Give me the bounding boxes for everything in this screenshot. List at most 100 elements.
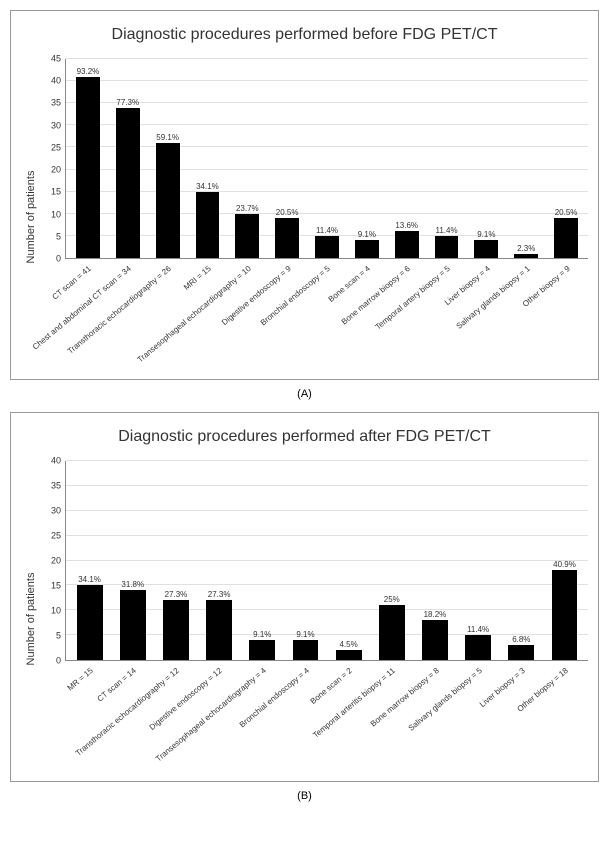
xtick: Bronchial endoscopy = 4 (283, 661, 326, 776)
bar-slot: 77.3% (108, 59, 148, 258)
bar-value-label: 9.1% (253, 630, 271, 639)
ytick: 35 (51, 99, 61, 108)
ytick: 0 (56, 657, 61, 666)
plot-area: 34.1% 31.8% 27.3% 27.3% 9.1% 9.1% (65, 461, 588, 661)
ytick: 35 (51, 482, 61, 491)
ylabel-wrap: Number of patients (21, 461, 41, 776)
bar-value-label: 9.1% (296, 630, 314, 639)
ytick: 25 (51, 532, 61, 541)
bar-slot: 20.5% (267, 59, 307, 258)
xtick: Temporal artery biopsy = 5 (426, 259, 466, 374)
bars-container: 93.2% 77.3% 59.1% 34.1% 23.7% 20.5% (66, 59, 588, 258)
bar-slot: 6.8% (500, 461, 543, 660)
xtick-label: CT scan = 41 (50, 264, 92, 302)
xtick: Other biopsy = 9 (546, 259, 586, 374)
bar-value-label: 34.1% (78, 575, 101, 584)
bar-value-label: 40.9% (553, 560, 576, 569)
xtick: MR = 15 (67, 661, 110, 776)
bar-slot: 27.3% (198, 461, 241, 660)
ytick: 5 (56, 632, 61, 641)
panel-label: (B) (10, 790, 599, 802)
bar-value-label: 27.3% (165, 590, 188, 599)
bar-value-label: 4.5% (340, 640, 358, 649)
bar-slot: 40.9% (543, 461, 586, 660)
bar (76, 77, 100, 258)
xtick: Other biopsy = 18 (543, 661, 586, 776)
bars-container: 34.1% 31.8% 27.3% 27.3% 9.1% 9.1% (66, 461, 588, 660)
ytick: 40 (51, 77, 61, 86)
xtick: Salivary glands biopsy = 5 (456, 661, 499, 776)
xtick: Salivary glands biopsy = 1 (506, 259, 546, 374)
bar-value-label: 34.1% (196, 182, 219, 191)
bar-slot: 11.4% (307, 59, 347, 258)
bar (116, 108, 140, 258)
bar-slot: 31.8% (111, 461, 154, 660)
ytick: 40 (51, 457, 61, 466)
bar-value-label: 18.2% (424, 610, 447, 619)
bar (514, 254, 538, 258)
ytick: 25 (51, 143, 61, 152)
bar-slot: 11.4% (427, 59, 467, 258)
bar-value-label: 9.1% (358, 230, 376, 239)
bar (120, 590, 146, 660)
bar (275, 218, 299, 258)
plot-column: 051015202530354045 93.2% 77.3% 59.1% 34.… (41, 59, 588, 374)
ytick: 15 (51, 188, 61, 197)
bar-slot: 23.7% (227, 59, 267, 258)
ylabel-wrap: Number of patients (21, 59, 41, 374)
bar (379, 605, 405, 660)
xtick: Transthoracic echocardiography = 26 (147, 259, 187, 374)
panel-label: (A) (10, 388, 599, 400)
x-axis: CT scan = 41 Chest and abdominal CT scan… (65, 259, 588, 374)
bar (465, 635, 491, 660)
bar-value-label: 77.3% (116, 98, 139, 107)
x-axis: MR = 15 CT scan = 14 Transthoracic echoc… (65, 661, 588, 776)
bar-slot: 59.1% (148, 59, 188, 258)
ytick: 0 (56, 255, 61, 264)
bar-value-label: 9.1% (477, 230, 495, 239)
bar-slot: 9.1% (284, 461, 327, 660)
xtick: Bronchial endoscopy = 5 (307, 259, 347, 374)
bar-slot: 13.6% (387, 59, 427, 258)
bar-slot: 27.3% (154, 461, 197, 660)
bar-value-label: 6.8% (512, 635, 530, 644)
bar (474, 240, 498, 258)
bar (77, 585, 103, 660)
xtick-label: MRI = 15 (182, 264, 213, 292)
xtick: Liver biopsy = 3 (500, 661, 543, 776)
bar (293, 640, 319, 660)
plot-area: 93.2% 77.3% 59.1% 34.1% 23.7% 20.5% (65, 59, 588, 259)
bar-slot: 9.1% (466, 59, 506, 258)
bar-value-label: 31.8% (121, 580, 144, 589)
bar-value-label: 25% (384, 595, 400, 604)
chart-wrap: Number of patients 0510152025303540 34.1… (21, 461, 588, 776)
bar (206, 600, 232, 660)
bar (508, 645, 534, 660)
bar-slot: 18.2% (413, 461, 456, 660)
bar (163, 600, 189, 660)
bar-slot: 9.1% (347, 59, 387, 258)
bar-slot: 9.1% (241, 461, 284, 660)
bar (395, 231, 419, 258)
bar (336, 650, 362, 660)
bar-slot: 4.5% (327, 461, 370, 660)
bar-value-label: 93.2% (77, 67, 100, 76)
bar-slot: 20.5% (546, 59, 586, 258)
bar (355, 240, 379, 258)
ytick: 45 (51, 55, 61, 64)
bar-value-label: 59.1% (156, 133, 179, 142)
chart-wrap: Number of patients 051015202530354045 93… (21, 59, 588, 374)
y-axis: 0510152025303540 (41, 461, 65, 661)
bar (196, 192, 220, 258)
bar (422, 620, 448, 660)
chart-panel-chartB: Diagnostic procedures performed after FD… (10, 412, 599, 782)
plot: 051015202530354045 93.2% 77.3% 59.1% 34.… (41, 59, 588, 259)
bar (554, 218, 578, 258)
bar-slot: 2.3% (506, 59, 546, 258)
bar (552, 570, 578, 660)
chart-panel-chartA: Diagnostic procedures performed before F… (10, 10, 599, 380)
bar-value-label: 2.3% (517, 244, 535, 253)
bar-value-label: 11.4% (316, 226, 338, 235)
xtick-label: MR = 15 (65, 666, 94, 692)
bar (249, 640, 275, 660)
